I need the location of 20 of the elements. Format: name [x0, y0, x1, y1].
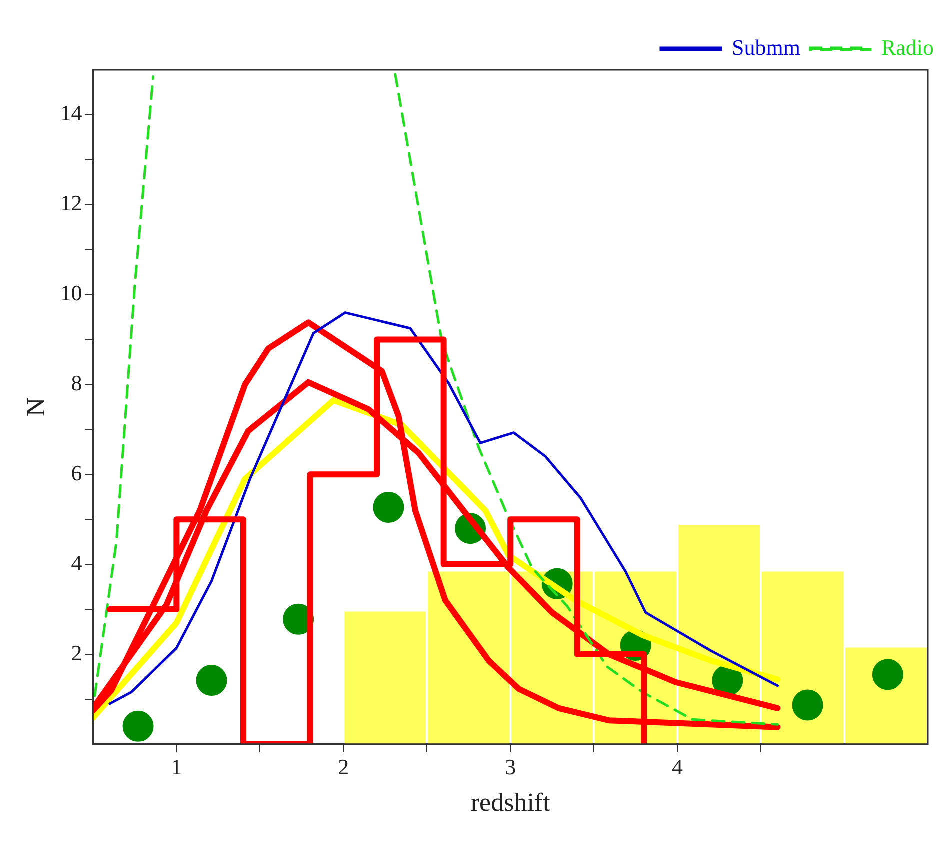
x-axis-title: redshift [470, 788, 552, 818]
point [122, 710, 154, 742]
y-tick-label: 10 [60, 280, 82, 306]
x-tick-label: 4 [672, 754, 684, 780]
point [872, 659, 904, 690]
y-tick-label: 8 [71, 370, 82, 396]
x-tick-label: 2 [338, 754, 350, 780]
y-tick-label: 12 [60, 190, 82, 216]
y-axis-title: N [21, 398, 50, 417]
legend-label: Submm [732, 34, 800, 60]
y-tick-label: 6 [71, 460, 82, 486]
x-tick-label: 3 [505, 754, 516, 780]
y-tick-label: 2 [71, 640, 82, 666]
y-tick-label: 14 [60, 100, 82, 126]
point [792, 690, 824, 721]
y-tick-label: 4 [71, 550, 82, 576]
point [196, 665, 228, 696]
legend-label: Radio [881, 34, 934, 60]
x-tick-label: 1 [171, 754, 182, 780]
point [373, 492, 404, 523]
